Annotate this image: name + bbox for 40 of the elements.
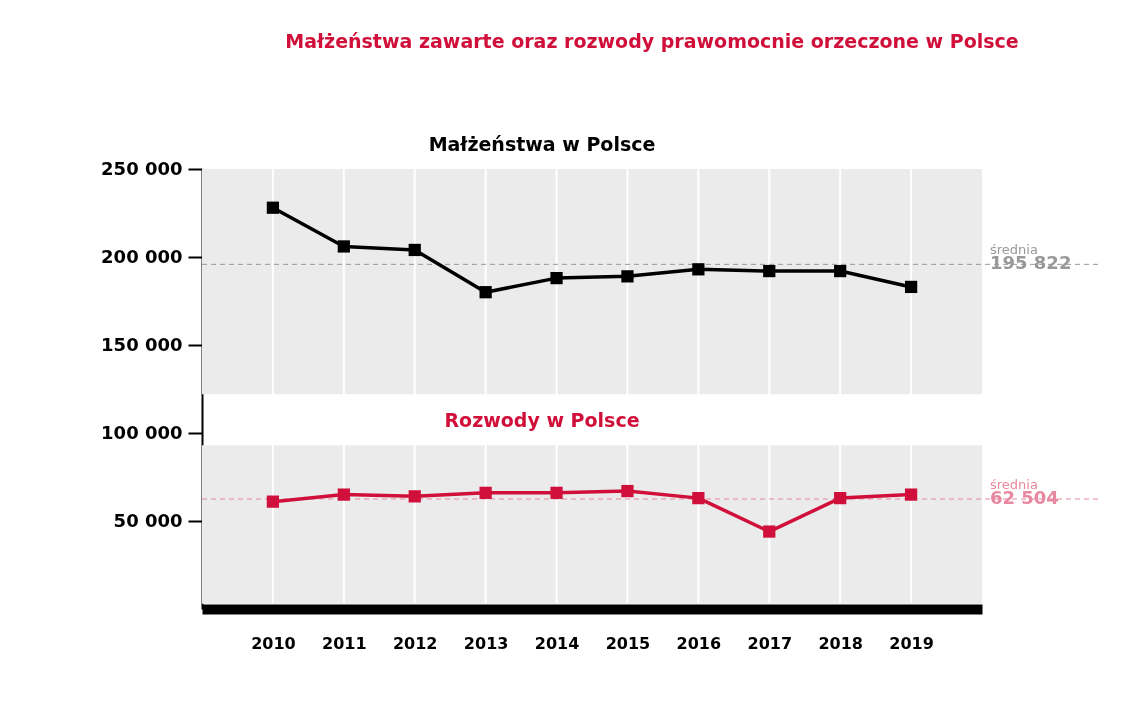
x-tick-label: 2010 [251,633,296,653]
x-tick-label: 2016 [676,633,722,653]
point [550,486,563,499]
point [479,286,492,299]
y-tick-label: 150 000 [101,333,183,355]
y-tick-label: 100 000 [101,421,183,443]
x-tick-label: 2017 [747,633,793,653]
x-tick-label: 2019 [889,633,934,653]
point [337,488,350,501]
point [337,240,350,253]
point [266,495,280,508]
x-tick-label: 2018 [818,633,863,653]
point [763,264,776,278]
point [479,486,492,499]
ref-line-label: średnia 195 822 [990,242,1072,274]
band-label: Rozwody w Polsce [444,409,640,432]
point [266,201,280,214]
point [408,490,421,503]
x-tick-label: 2012 [392,633,438,653]
y-tick-label: 250 000 [101,157,183,179]
point [904,488,918,501]
x-tick-label: 2011 [322,633,367,653]
point [550,272,563,285]
point [408,243,421,257]
y-tick-label: 50 000 [113,509,183,531]
y-tick-label: 200 000 [101,245,183,267]
point [692,492,705,505]
x-tick-label: 2013 [463,633,509,653]
point [621,270,634,283]
band-label: Małżeństwa w Polsce [428,133,656,155]
point [621,484,634,498]
x-tick-label: 2015 [605,633,651,653]
ref-line-label: średnia 62 504 [990,476,1059,508]
point [763,525,776,538]
point [834,492,847,505]
point [834,264,847,278]
chart-title: Małżeństwa zawarte oraz rozwody prawomocnie orzeczone w Polsce [285,30,1019,52]
point [692,263,705,276]
x-tick-label: 2014 [534,633,580,653]
point [904,280,918,294]
